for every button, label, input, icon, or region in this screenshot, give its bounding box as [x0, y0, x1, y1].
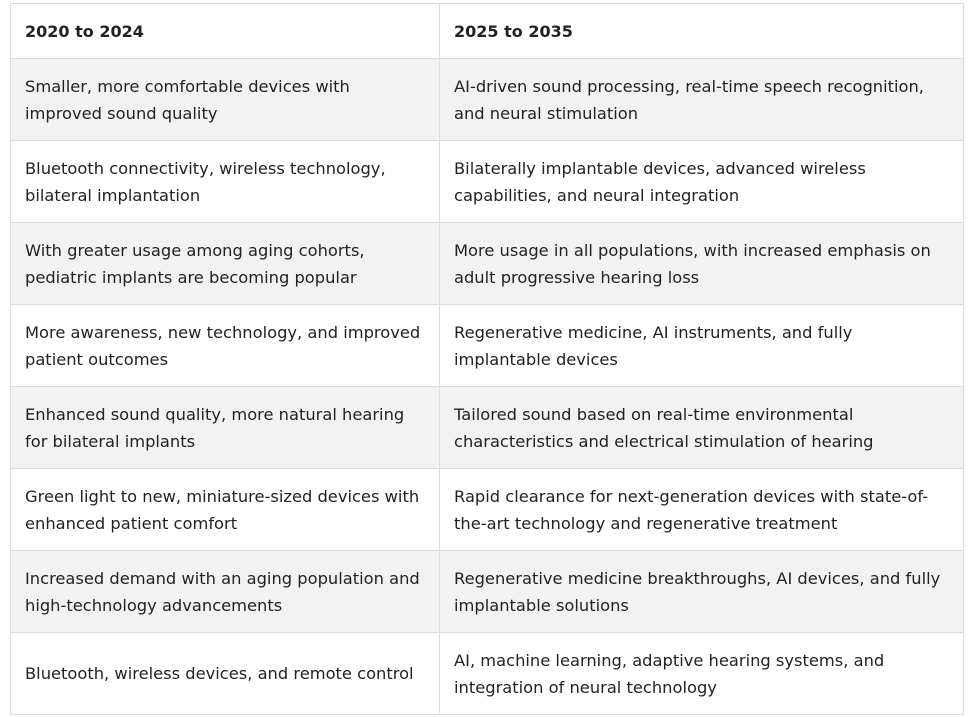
table-cell-2020-2024: More awareness, new technology, and impr… — [10, 304, 440, 387]
column-header-2025-2035: 2025 to 2035 — [439, 3, 964, 59]
table-cell-2025-2035: Rapid clearance for next-generation devi… — [439, 468, 964, 551]
table-row: Increased demand with an aging populatio… — [10, 550, 964, 633]
comparison-table-container: 2020 to 2024 2025 to 2035 Smaller, more … — [10, 3, 964, 715]
table-row: Bluetooth, wireless devices, and remote … — [10, 632, 964, 715]
table-row: Enhanced sound quality, more natural hea… — [10, 386, 964, 469]
table-cell-2020-2024: Increased demand with an aging populatio… — [10, 550, 440, 633]
table-cell-2020-2024: Smaller, more comfortable devices with i… — [10, 58, 440, 141]
table-cell-2025-2035: Regenerative medicine breakthroughs, AI … — [439, 550, 964, 633]
table-cell-2025-2035: AI-driven sound processing, real-time sp… — [439, 58, 964, 141]
table-cell-2020-2024: Bluetooth connectivity, wireless technol… — [10, 140, 440, 223]
comparison-table: 2020 to 2024 2025 to 2035 Smaller, more … — [10, 3, 964, 715]
table-cell-2025-2035: More usage in all populations, with incr… — [439, 222, 964, 305]
table-cell-2025-2035: Bilaterally implantable devices, advance… — [439, 140, 964, 223]
table-row: Bluetooth connectivity, wireless technol… — [10, 140, 964, 223]
table-cell-2020-2024: With greater usage among aging cohorts, … — [10, 222, 440, 305]
table-row: More awareness, new technology, and impr… — [10, 304, 964, 387]
table-row: Smaller, more comfortable devices with i… — [10, 58, 964, 141]
table-cell-2020-2024: Green light to new, miniature-sized devi… — [10, 468, 440, 551]
table-row: With greater usage among aging cohorts, … — [10, 222, 964, 305]
table-cell-2025-2035: Regenerative medicine, AI instruments, a… — [439, 304, 964, 387]
table-header-row: 2020 to 2024 2025 to 2035 — [10, 3, 964, 59]
table-cell-2020-2024: Bluetooth, wireless devices, and remote … — [10, 632, 440, 715]
table-cell-2025-2035: Tailored sound based on real-time enviro… — [439, 386, 964, 469]
table-row: Green light to new, miniature-sized devi… — [10, 468, 964, 551]
column-header-2020-2024: 2020 to 2024 — [10, 3, 440, 59]
table-cell-2020-2024: Enhanced sound quality, more natural hea… — [10, 386, 440, 469]
table-cell-2025-2035: AI, machine learning, adaptive hearing s… — [439, 632, 964, 715]
